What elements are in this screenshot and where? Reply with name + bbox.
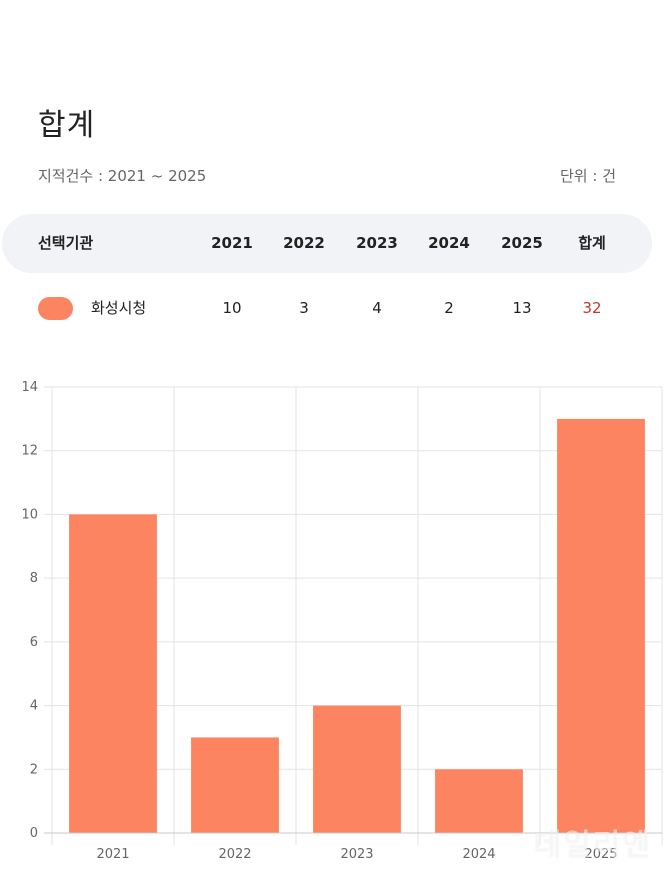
column-header-total: 합계 — [578, 234, 606, 252]
bar-2021 — [69, 514, 157, 833]
y-tick-label: 0 — [30, 826, 38, 841]
y-tick-label: 2 — [30, 762, 38, 777]
y-tick-label: 8 — [30, 571, 38, 586]
x-tick-label: 2023 — [340, 847, 373, 862]
agency-name: 화성시청 — [91, 299, 147, 317]
x-tick-label: 2025 — [584, 847, 617, 862]
value-total: 32 — [582, 299, 602, 317]
x-tick-label: 2021 — [96, 847, 129, 862]
page-title: 합계 — [38, 108, 96, 143]
value-2023: 4 — [372, 299, 382, 317]
series-color-swatch[interactable] — [38, 297, 73, 320]
y-tick-label: 14 — [21, 380, 38, 395]
value-2024: 2 — [444, 299, 454, 317]
unit-label: 단위 : 건 — [560, 167, 616, 185]
x-tick-label: 2024 — [462, 847, 495, 862]
column-header-2024: 2024 — [428, 234, 470, 252]
y-tick-label: 12 — [21, 444, 38, 459]
column-header-2021: 2021 — [211, 234, 253, 252]
column-header-2025: 2025 — [501, 234, 543, 252]
bar-2024 — [435, 769, 523, 833]
y-tick-label: 10 — [21, 507, 38, 522]
bar-2023 — [313, 705, 401, 833]
y-tick-label: 6 — [30, 635, 38, 650]
table-header: 선택기관 2021 2022 2023 2024 2025 합계 — [2, 214, 652, 273]
column-header-agency: 선택기관 — [38, 234, 94, 252]
column-header-2023: 2023 — [356, 234, 398, 252]
table-row: 화성시청 10 3 4 2 13 32 — [0, 280, 666, 336]
bar-2025 — [557, 418, 645, 833]
bar-2022 — [191, 737, 279, 833]
value-2021: 10 — [222, 299, 242, 317]
x-tick-label: 2022 — [218, 847, 251, 862]
y-tick-label: 4 — [30, 699, 38, 714]
period-subtitle: 지적건수 : 2021 ~ 2025 — [38, 167, 207, 185]
column-header-2022: 2022 — [283, 234, 325, 252]
value-2022: 3 — [299, 299, 309, 317]
bar-chart: 0 2 4 6 8 10 12 14 2021 2022 2023 2024 2025 — [21, 380, 663, 862]
value-2025: 13 — [512, 299, 532, 317]
